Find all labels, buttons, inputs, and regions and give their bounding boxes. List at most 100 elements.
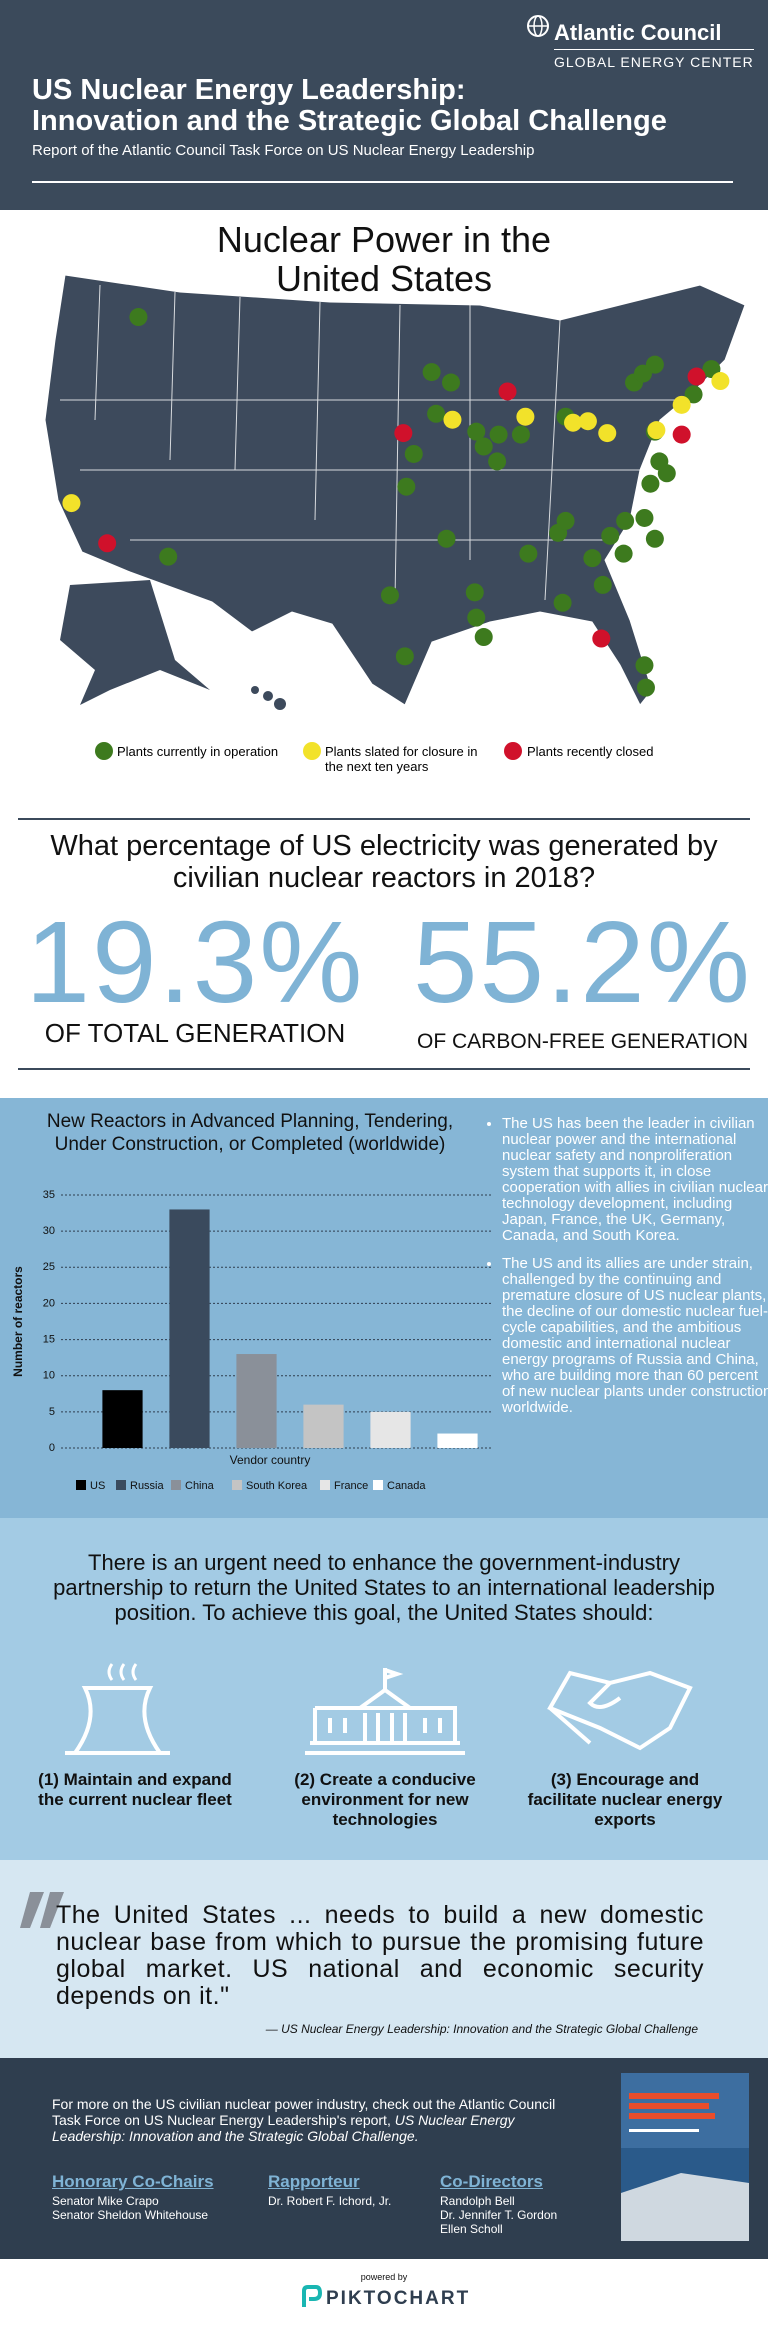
stat-value: 55.2% [413, 897, 752, 1027]
legend-label: Russia [130, 1480, 165, 1492]
plant-dot [443, 410, 462, 429]
title-line: Innovation and the Strategic Global Chal… [32, 105, 667, 137]
legend-swatch [116, 1480, 126, 1490]
us-map [44, 274, 746, 710]
name: Ellen Scholl [440, 2222, 503, 2236]
plant-dot [467, 608, 486, 627]
plant-dot [488, 452, 507, 471]
legend-text: Plants recently closed [527, 744, 654, 759]
chart: 0 5 10 15 20 25 30 35 Number of reactors Vendor c… [11, 1189, 491, 1492]
plant-dot [98, 534, 117, 553]
legend-text: Plants slated for closure in the next te… [325, 744, 478, 774]
plant-dot [556, 511, 575, 530]
quote-mark [20, 1892, 64, 1928]
bar [437, 1433, 478, 1448]
plant-dot [437, 529, 456, 548]
plant-dot [397, 477, 416, 496]
stat-value: 19.3% [25, 897, 365, 1027]
plant-dot [427, 404, 446, 423]
plant-dot [394, 424, 413, 443]
y-tick-label: 0 [49, 1442, 55, 1454]
bar [236, 1354, 277, 1448]
question: What percentage of US electricity was ge… [50, 830, 718, 894]
map-title: Nuclear Power in the United States [0, 220, 768, 298]
plant-dot [645, 529, 664, 548]
bar [303, 1404, 344, 1448]
y-tick-label: 35 [43, 1189, 55, 1201]
plant-dot [614, 544, 633, 563]
footer-text: For more on the US civilian nuclear powe… [52, 2096, 572, 2144]
name: Dr. Robert F. Ichord, Jr. [268, 2194, 392, 2208]
plant-dot [578, 412, 597, 431]
y-tick-label: 30 [43, 1225, 55, 1237]
legend-label: US [90, 1480, 105, 1492]
bar [169, 1209, 210, 1448]
goal-text: (3) Encourage and facilitate nuclear ene… [527, 1770, 723, 1829]
plant-dot [672, 425, 691, 444]
plant-dot [636, 678, 655, 697]
plant-dot [647, 421, 666, 440]
title-line: Nuclear Power in the [216, 219, 552, 260]
legend-label: South Korea [246, 1480, 308, 1492]
legend-text: Plants currently in operation [117, 744, 279, 759]
plant-dot [657, 464, 676, 483]
plant-dot [380, 586, 399, 605]
legend-swatch [232, 1480, 242, 1490]
bar [102, 1390, 143, 1448]
header: Atlantic Council GLOBAL ENERGY CENTER US… [0, 0, 768, 210]
y-tick-label: 10 [43, 1370, 55, 1382]
header-subtitle: Report of the Atlantic Council Task Forc… [32, 142, 535, 159]
plant-dot [564, 413, 583, 432]
group-heading: Rapporteur [268, 2172, 360, 2191]
plant-dot [465, 583, 484, 602]
x-axis-label: Vendor country [230, 1453, 311, 1467]
group-names: Senator Mike Crapo Senator Sheldon Whiteh… [52, 2194, 208, 2222]
goal-text: (1) Maintain and expand the current nucl… [38, 1770, 232, 1809]
plant-dot [616, 511, 635, 530]
plant-dot [159, 547, 178, 566]
report-title: US Nuclear Energy Leadership: Innovation… [52, 2112, 515, 2144]
y-tick-label: 20 [43, 1297, 55, 1309]
plant-dot [489, 425, 508, 444]
plant-dot [635, 656, 654, 675]
name: Dr. Jennifer T. Gordon [440, 2208, 558, 2222]
bullet: The US and its allies are under strain, … [502, 1256, 768, 1416]
plant-dot [593, 575, 612, 594]
stat-label: OF CARBON-FREE GENERATION [417, 1030, 748, 1053]
plant-dot [467, 422, 486, 441]
plant-dot [62, 494, 81, 513]
goal-icons [65, 1663, 693, 1755]
header-title: US Nuclear Energy Leadership: Innovation… [32, 75, 667, 137]
plant-dot [645, 355, 664, 374]
footer: For more on the US civilian nuclear powe… [0, 2058, 768, 2259]
plant-dot [516, 407, 535, 426]
map-section: Nuclear Power in the United States Plant… [0, 210, 768, 818]
plant-dot [641, 474, 660, 493]
group-heading: Honorary Co-Chairs [52, 2172, 214, 2191]
plant-dot [553, 593, 572, 612]
brand-icon [302, 2285, 322, 2307]
name: Randolph Bell [440, 2194, 515, 2208]
name: Senator Mike Crapo [52, 2194, 159, 2208]
plant-dot [592, 629, 611, 648]
plant-dot [672, 395, 691, 414]
plant-dot [687, 367, 706, 386]
title-line: United States [275, 258, 493, 299]
plant-dot [598, 424, 617, 443]
quote-attribution: — US Nuclear Energy Leadership: Innovati… [265, 2022, 698, 2036]
plant-dot [498, 382, 517, 401]
group-names: Randolph Bell Dr. Jennifer T. Gordon Ellen… [440, 2194, 557, 2236]
legend-swatch [320, 1480, 330, 1490]
powered-by: powered by [360, 2272, 408, 2282]
plant-dot [404, 444, 423, 463]
org-center: GLOBAL ENERGY CENTER [554, 54, 754, 70]
goals-intro: There is an urgent need to enhance the g… [53, 1550, 715, 1625]
logo-globe [527, 15, 549, 37]
stat-label: OF TOTAL GENERATION [44, 1018, 346, 1048]
goals-section: There is an urgent need to enhance the g… [0, 1518, 768, 1860]
chart-title: New Reactors in Advanced Planning, Tende… [46, 1111, 454, 1155]
org-name: Atlantic Council [554, 20, 722, 45]
legend-swatch [171, 1480, 181, 1490]
plant-dot [129, 308, 148, 327]
